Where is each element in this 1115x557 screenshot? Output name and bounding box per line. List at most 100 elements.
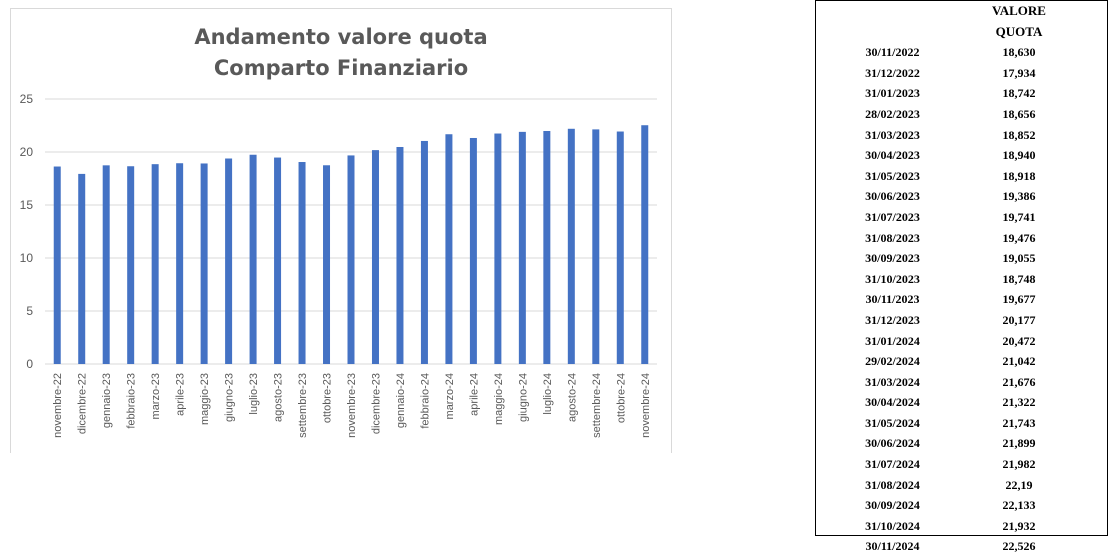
row-date: 31/03/2024 bbox=[865, 374, 920, 389]
row-value: 19,476 bbox=[1002, 230, 1036, 245]
bar bbox=[592, 129, 600, 364]
row-date: 31/07/2023 bbox=[865, 209, 920, 224]
row-value: 21,676 bbox=[1002, 374, 1036, 389]
chart-title-line-2: Comparto Finanziario bbox=[214, 56, 468, 80]
row-value: 21,899 bbox=[1002, 436, 1036, 451]
y-tick-label: 25 bbox=[20, 92, 34, 106]
row-date: 31/01/2023 bbox=[865, 86, 920, 101]
bar bbox=[347, 155, 355, 364]
x-tick-label: settembre-24 bbox=[591, 373, 603, 438]
row-value: 22,133 bbox=[1002, 498, 1036, 513]
row-date: 31/12/2023 bbox=[865, 312, 920, 327]
row-value: 17,934 bbox=[1002, 65, 1036, 80]
row-value: 18,742 bbox=[1002, 86, 1036, 101]
table-row: 30/11/2024 22,526 bbox=[816, 536, 1107, 557]
table-row: 30/04/2024 21,322 bbox=[816, 392, 1107, 413]
row-date: 31/12/2022 bbox=[865, 65, 920, 80]
row-date: 31/07/2024 bbox=[865, 457, 920, 472]
row-date: 31/08/2024 bbox=[865, 477, 920, 492]
row-value: 22,19 bbox=[1005, 477, 1033, 492]
value-table-panel: VALORE QUOTA 30/11/2022 18,630 31/12/2022 1… bbox=[815, 0, 1108, 553]
row-value: 21,932 bbox=[1002, 518, 1036, 533]
bar bbox=[469, 137, 477, 364]
table-row: 31/03/2023 18,852 bbox=[816, 125, 1107, 146]
x-axis-ticks: novembre-22 dicembre-22 gennaio-23 febbraio… bbox=[52, 373, 652, 438]
x-tick-label: ottobre-23 bbox=[322, 373, 334, 423]
table-row: 30/11/2023 19,677 bbox=[816, 289, 1107, 310]
x-tick-label: ottobre-24 bbox=[615, 373, 627, 423]
table-row: 31/01/2024 20,472 bbox=[816, 331, 1107, 352]
row-value: 21,322 bbox=[1002, 395, 1036, 410]
x-tick-label: novembre-24 bbox=[640, 373, 652, 438]
x-tick-label: maggio-23 bbox=[199, 373, 211, 425]
row-date: 30/11/2024 bbox=[865, 539, 920, 554]
row-date: 31/10/2023 bbox=[865, 271, 920, 286]
bar bbox=[371, 150, 379, 364]
table-row: 28/02/2023 18,656 bbox=[816, 104, 1107, 125]
row-date: 29/02/2024 bbox=[865, 354, 920, 369]
row-value: 20,472 bbox=[1002, 333, 1036, 348]
x-tick-label: giugno-24 bbox=[517, 373, 529, 422]
x-tick-label: settembre-23 bbox=[297, 373, 309, 438]
x-tick-label: aprile-23 bbox=[175, 373, 187, 416]
bar bbox=[518, 131, 526, 364]
row-date: 30/04/2023 bbox=[865, 148, 920, 163]
bar bbox=[151, 164, 159, 364]
x-tick-label: dicembre-23 bbox=[370, 373, 382, 434]
table-row: 31/10/2024 21,932 bbox=[816, 516, 1107, 537]
row-value: 21,743 bbox=[1002, 415, 1036, 430]
table-row: 30/06/2024 21,899 bbox=[816, 433, 1107, 454]
row-date: 31/10/2024 bbox=[865, 518, 920, 533]
row-date: 31/03/2023 bbox=[865, 127, 920, 142]
bar bbox=[53, 166, 61, 364]
table-row: 31/12/2023 20,177 bbox=[816, 310, 1107, 331]
bar bbox=[445, 134, 453, 364]
y-tick-label: 10 bbox=[20, 251, 34, 265]
bar bbox=[176, 163, 184, 364]
table-row: 31/05/2024 21,743 bbox=[816, 413, 1107, 434]
table-row: 30/04/2023 18,940 bbox=[816, 145, 1107, 166]
table-row: 31/03/2024 21,676 bbox=[816, 372, 1107, 393]
table-row: 31/05/2023 18,918 bbox=[816, 166, 1107, 187]
row-value: 18,918 bbox=[1002, 168, 1036, 183]
y-tick-label: 15 bbox=[20, 198, 34, 212]
table-row: 31/08/2024 22,19 bbox=[816, 475, 1107, 496]
chart-panel: Andamento valore quota Comparto Finanzia… bbox=[10, 8, 672, 453]
table-body: 30/11/2022 18,630 31/12/2022 17,934 31/01/20… bbox=[816, 42, 1107, 557]
bar bbox=[249, 154, 257, 364]
table-row: 31/10/2023 18,748 bbox=[816, 269, 1107, 290]
x-tick-label: gennaio-24 bbox=[395, 373, 407, 428]
bar bbox=[641, 125, 649, 365]
bar bbox=[494, 133, 502, 364]
bar bbox=[102, 165, 110, 364]
value-table: VALORE QUOTA 30/11/2022 18,630 31/12/2022 1… bbox=[816, 1, 1107, 557]
table-row: 31/07/2024 21,982 bbox=[816, 454, 1107, 475]
x-tick-label: dicembre-22 bbox=[77, 373, 89, 434]
chart-title-line-1: Andamento valore quota bbox=[194, 25, 487, 49]
row-date: 30/09/2024 bbox=[865, 498, 920, 513]
row-date: 31/08/2023 bbox=[865, 230, 920, 245]
row-date: 30/11/2023 bbox=[865, 292, 920, 307]
bar bbox=[323, 165, 331, 364]
x-tick-label: maggio-24 bbox=[493, 373, 505, 425]
x-tick-label: marzo-23 bbox=[150, 373, 162, 419]
x-tick-label: febbraio-24 bbox=[419, 373, 431, 429]
x-tick-label: gennaio-23 bbox=[101, 373, 113, 428]
table-row: 31/12/2022 17,934 bbox=[816, 63, 1107, 84]
bar bbox=[543, 130, 551, 364]
bar bbox=[200, 163, 208, 364]
row-date: 30/06/2024 bbox=[865, 436, 920, 451]
header-value: VALORE QUOTA bbox=[992, 3, 1046, 39]
row-value: 18,852 bbox=[1002, 127, 1036, 142]
y-tick-label: 5 bbox=[26, 304, 33, 318]
y-tick-label: 0 bbox=[26, 357, 33, 371]
table-row: 30/06/2023 19,386 bbox=[816, 186, 1107, 207]
bar bbox=[298, 162, 306, 364]
bar-chart: Andamento valore quota Comparto Finanzia… bbox=[20, 25, 657, 438]
bar bbox=[225, 158, 233, 364]
row-value: 21,042 bbox=[1002, 354, 1036, 369]
row-date: 31/05/2023 bbox=[865, 168, 920, 183]
row-date: 31/05/2024 bbox=[865, 415, 920, 430]
row-date: 30/06/2023 bbox=[865, 189, 920, 204]
table-row: 31/07/2023 19,741 bbox=[816, 207, 1107, 228]
